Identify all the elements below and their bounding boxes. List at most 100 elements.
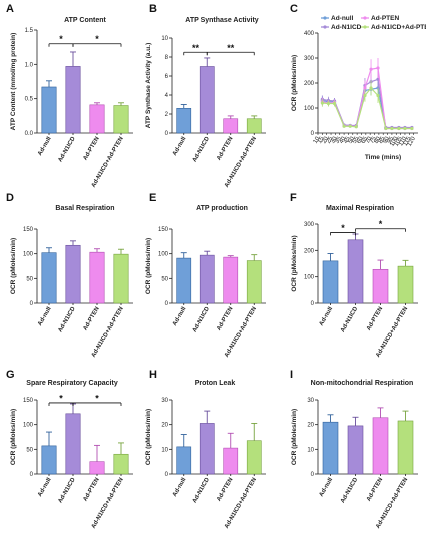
y-axis-label: OCR (pMoles/min)	[145, 409, 152, 465]
bar-ad-null	[41, 445, 57, 475]
y-tick-label: 30	[307, 398, 314, 404]
panel-i: I Non-mitochondrial Respiration 0 10 20 30 OCR…	[290, 369, 418, 530]
x-tick-label: 75	[369, 135, 378, 144]
panel-d: D Basal Respiration 0 50 100 150 OCR (pMoles/m…	[6, 192, 133, 359]
x-category-label: Ad-PTEN	[366, 306, 384, 332]
bar-ad-n1icd	[199, 254, 215, 304]
bar-ad-n1icd-ad-pten	[246, 260, 262, 304]
x-axis-label: Time (mins)	[365, 154, 401, 161]
bar-ad-pten	[89, 251, 105, 304]
bar-ad-null	[176, 257, 192, 304]
legend-swatch-marker	[363, 16, 367, 20]
panel-letter: B	[149, 3, 157, 15]
y-tick-label: 400	[304, 31, 315, 37]
bar-ad-pten	[89, 104, 105, 134]
x-tick-label: 105	[394, 135, 405, 147]
data-point	[410, 126, 414, 131]
x-category-label: Ad-N1ICD	[192, 476, 212, 504]
y-axis-label: OCR (pMoles/min)	[145, 238, 152, 294]
bar-ad-n1icd-ad-pten	[113, 253, 129, 304]
y-tick-label: 0	[165, 131, 169, 137]
x-category-label: Ad-null	[319, 306, 335, 327]
bar-ad-pten	[223, 118, 239, 134]
y-tick-label: 4	[165, 93, 169, 99]
y-axis-label: ATP Synthase Activity (a.u.)	[145, 43, 152, 128]
data-point	[376, 93, 380, 98]
panel-g: G Spare Respiratory Capacity 0 50 100 150 OCR …	[6, 369, 133, 530]
x-tick-label: 50	[347, 135, 356, 144]
significance-label: *	[95, 34, 99, 44]
y-tick-label: 2	[165, 112, 169, 118]
y-tick-label: 50	[161, 276, 168, 282]
bar-ad-null	[322, 421, 339, 475]
y-tick-label: 0	[311, 301, 315, 307]
y-tick-label: 150	[158, 227, 169, 233]
x-category-label: Ad-null	[37, 136, 53, 157]
data-point	[369, 67, 373, 71]
bar-ad-null	[176, 446, 192, 475]
y-tick-label: 20	[161, 423, 168, 429]
legend-swatch-marker	[363, 25, 367, 29]
data-point	[320, 101, 324, 105]
y-tick-label: 50	[26, 447, 33, 453]
y-tick-label: 100	[304, 275, 315, 281]
panel-letter: C	[290, 3, 298, 15]
y-tick-label: 30	[161, 398, 168, 404]
x-tick-label: 40	[339, 135, 348, 144]
bar-ad-null	[322, 260, 339, 304]
panel-title: ATP Synthase Activity	[185, 17, 259, 24]
data-point	[384, 126, 388, 131]
series-ad-pten	[320, 58, 414, 131]
x-tick-label: 70	[365, 135, 374, 144]
y-tick-label: 200	[304, 81, 315, 87]
y-tick-label: 6	[165, 74, 169, 80]
bar-ad-n1icd-ad-pten	[246, 118, 262, 134]
panel-title: Basal Respiration	[55, 205, 114, 212]
y-tick-label: 200	[304, 248, 315, 254]
x-category-label: Ad-PTEN	[216, 477, 234, 503]
legend-entry: Ad-N1ICD	[321, 24, 362, 31]
bar-ad-pten	[372, 268, 389, 304]
bar-ad-n1icd	[65, 66, 81, 134]
y-tick-label: 0	[30, 472, 34, 478]
x-category-label: Ad-PTEN	[366, 477, 384, 503]
x-tick-label: 15	[317, 135, 326, 144]
bar-ad-pten	[372, 417, 389, 475]
bar-ad-n1icd	[347, 425, 364, 475]
series-ad-n1icd-ad-pten	[320, 80, 414, 131]
y-axis-label: ATP Content (mmol/mg protein)	[10, 33, 17, 131]
bar-ad-n1icd-ad-pten	[246, 440, 262, 475]
bar-ad-n1icd	[65, 244, 81, 304]
bar-ad-null	[41, 86, 57, 134]
bar-ad-n1icd	[347, 239, 364, 304]
y-tick-label: 1.0	[25, 62, 34, 68]
y-tick-label: 10	[307, 447, 314, 453]
bar-ad-pten	[223, 447, 239, 475]
y-tick-label: 10	[161, 447, 168, 453]
x-tick-label: 20	[321, 135, 330, 144]
panel-title: ATP Content	[64, 17, 106, 24]
x-category-label: Ad-null	[37, 306, 53, 327]
bar-ad-n1icd	[199, 423, 215, 475]
x-category-label: Ad-null	[319, 477, 335, 498]
x-tick-label: 120	[407, 135, 418, 147]
y-tick-label: 300	[304, 222, 315, 228]
bar-ad-n1icd-ad-pten	[397, 265, 414, 304]
data-point	[403, 126, 407, 131]
data-point	[369, 86, 373, 90]
data-point	[354, 125, 358, 129]
panel-f: F Maximal Respiration 0 100 200 300 OCR (pMole…	[290, 192, 418, 359]
bar-ad-null	[176, 108, 192, 134]
y-tick-label: 100	[158, 252, 169, 258]
x-tick-label: 85	[378, 135, 387, 144]
data-point	[342, 124, 346, 128]
series-line	[322, 67, 412, 130]
legend-entry: Ad-N1ICD+Ad-PTEN	[361, 24, 426, 31]
x-category-label: Ad-null	[172, 477, 188, 498]
y-tick-label: 20	[307, 423, 314, 429]
y-tick-label: 300	[304, 56, 315, 62]
y-tick-label: 8	[165, 55, 169, 61]
y-axis-label: OCR (pMoles/min)	[291, 55, 298, 111]
x-category-label: Ad-PTEN	[216, 136, 234, 162]
legend-swatch-marker	[323, 25, 327, 29]
